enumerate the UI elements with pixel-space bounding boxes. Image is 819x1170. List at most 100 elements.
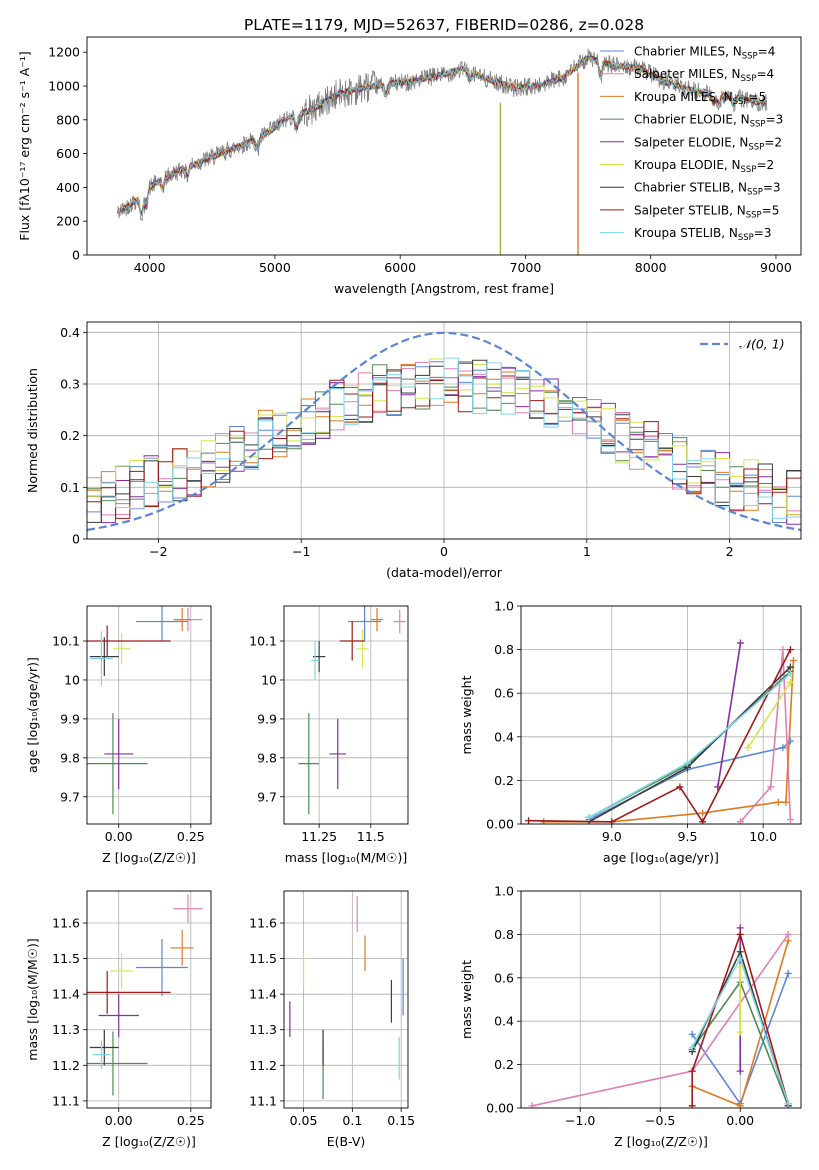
mass-weight-marker: [779, 646, 787, 654]
panel-weight_vs_Z: −1.0 −0.5 0.00 0.00 0.2 0.4 0.6 0.8 1.0 Z [log₁₀(…: [459, 884, 802, 1149]
y-axis-label: Flux [fλ10⁻¹⁷ erg cm⁻² s⁻¹ A⁻¹]: [17, 51, 32, 240]
y-tick-label: 600: [56, 146, 80, 161]
legend-label-subscript: SSP: [746, 210, 762, 220]
legend-label: Kroupa STELIB, NSSP=3: [634, 226, 772, 243]
y-tick-label: 11.5: [249, 951, 277, 966]
legend-label-subscript: SSP: [750, 120, 766, 130]
error-bar-point: [112, 633, 131, 665]
x-axis-label: Z [log₁₀(Z/Z☉)]: [614, 1134, 708, 1149]
x-tick-label: 4000: [134, 260, 166, 275]
mass-weight-marker: [540, 818, 548, 824]
y-tick-label: 9.7: [257, 789, 277, 804]
y-tick-label: 9.9: [257, 711, 277, 726]
legend-label-text: Salpeter ELODIE, N: [634, 135, 748, 149]
mass-weight-marker: [786, 663, 794, 671]
y-tick-label: 10.1: [52, 634, 80, 649]
x-tick-label: 0.00: [105, 1113, 133, 1128]
mass-weight-marker: [779, 744, 787, 752]
x-tick-label: 0.1: [342, 1113, 362, 1128]
plot-area-residuals: [87, 331, 801, 531]
y-tick-label: 0.6: [494, 970, 514, 985]
y-tick-label: 0.1: [60, 480, 80, 495]
mass-weight-marker: [676, 783, 684, 791]
y-tick-label: 10: [261, 672, 277, 687]
legend-label: Kroupa ELODIE, NSSP=2: [634, 158, 774, 175]
y-tick-label: 0.2: [60, 428, 80, 443]
plot-area-mass_vs_Z: [87, 894, 203, 1096]
mass-weight-marker: [688, 1030, 696, 1038]
mass-weight-line: [543, 660, 795, 823]
y-axis-label: age [log₁₀(age/yr)]: [25, 657, 40, 773]
mass-weight-marker: [786, 816, 794, 824]
mass-weight-marker: [744, 744, 752, 752]
y-tick-label: 0.8: [494, 927, 514, 942]
y-axis-label: mass [log₁₀(M/M☉)]: [25, 938, 40, 1060]
mass-weight-marker: [683, 759, 691, 767]
error-bar-point: [173, 894, 203, 924]
error-bar-point: [87, 713, 148, 815]
x-tick-label: 7000: [510, 260, 542, 275]
y-tick-label: 9.8: [257, 750, 277, 765]
mass-weight-marker: [736, 1067, 744, 1075]
y-tick-label: 0.6: [494, 686, 514, 701]
y-tick-label: 800: [56, 112, 80, 127]
legend-label-subscript: SSP: [741, 165, 757, 175]
mass-weight-marker: [774, 798, 782, 806]
panel-mass_vs_ebv: 0.05 0.1 0.15 11.1 11.2 11.3 11.4 11.5 11.6 E(B-V…: [249, 890, 415, 1149]
legend-label-value: =3: [754, 226, 772, 240]
x-tick-label: 8000: [635, 260, 667, 275]
mass-weight-marker: [782, 798, 790, 806]
y-tick-label: 9.8: [60, 750, 80, 765]
error-bar-point: [104, 718, 134, 789]
panel-weight_vs_age: 9.0 9.5 10.0 0.00 0.2 0.4 0.6 0.8 1.0 age [log₁₀(…: [459, 599, 802, 865]
legend-label: 𝒩(0, 1): [739, 337, 785, 352]
x-axis-label: Z [log₁₀(Z/Z☉)]: [102, 1134, 196, 1149]
panel-mass_vs_Z: 0.00 0.25 11.1 11.2 11.3 11.4 11.5 11.6 Z [log₁₀…: [25, 890, 212, 1149]
x-axis-label: mass [log₁₀(M/M☉)]: [285, 850, 407, 865]
mass-weight-marker: [786, 646, 794, 654]
x-tick-label: 0.25: [177, 1113, 205, 1128]
x-tick-label: −1.0: [565, 1113, 595, 1128]
mass-weight-marker: [525, 817, 533, 824]
legend-label-value: =3: [766, 113, 784, 127]
y-tick-label: 400: [56, 180, 80, 195]
mass-weight-marker: [736, 818, 744, 824]
error-bar-point: [98, 994, 139, 1037]
x-tick-label: 1: [583, 544, 591, 559]
legend-label-subscript: SSP: [741, 74, 757, 84]
mass-weight-marker: [784, 937, 792, 945]
legend-label-value: =4: [758, 45, 776, 59]
legend-label-subscript: SSP: [742, 52, 758, 62]
y-tick-label: 0.3: [60, 377, 80, 392]
x-tick-label: −2: [149, 544, 167, 559]
error-bar-point: [89, 1029, 119, 1066]
legend-label-text: Chabrier MILES, N: [634, 45, 742, 59]
y-axis-label: mass weight: [459, 675, 474, 754]
legend-label-value: =4: [756, 67, 774, 81]
y-tick-label: 11.3: [249, 1022, 277, 1037]
y-tick-label: 1.0: [494, 884, 514, 899]
mass-weight-marker: [789, 657, 797, 664]
legend-label-value: =2: [756, 158, 774, 172]
error-bar-point: [370, 607, 384, 632]
mass-weight-line: [588, 672, 791, 819]
legend-label-text: Salpeter STELIB, N: [634, 203, 746, 217]
plot-area-spectrum: [116, 48, 768, 255]
mass-weight-marker: [688, 1043, 696, 1051]
y-tick-label: 0: [72, 532, 80, 547]
x-tick-label: 11.25: [301, 829, 337, 844]
error-bar-point: [92, 1040, 111, 1069]
mass-weight-marker: [784, 930, 792, 938]
plot-area-age_vs_mass: [298, 606, 406, 815]
legend-label-text: Kroupa STELIB, N: [634, 226, 738, 240]
mass-weight-line: [528, 649, 792, 824]
mass-weight-marker: [736, 639, 744, 647]
panel-spectrum: 4000 5000 6000 7000 8000 9000 0 200 400 600 800 100…: [17, 36, 802, 296]
y-tick-label: 11.6: [249, 916, 277, 931]
x-axis-label: E(B-V): [327, 1134, 366, 1149]
panel-age_vs_Z: 0.00 0.25 9.7 9.8 9.9 10 10.1 Z [log₁₀(Z/Z☉)] ag…: [25, 605, 212, 865]
mass-weight-marker: [608, 818, 616, 824]
mass-weight-marker: [736, 924, 744, 932]
mass-weight-marker: [585, 813, 593, 821]
